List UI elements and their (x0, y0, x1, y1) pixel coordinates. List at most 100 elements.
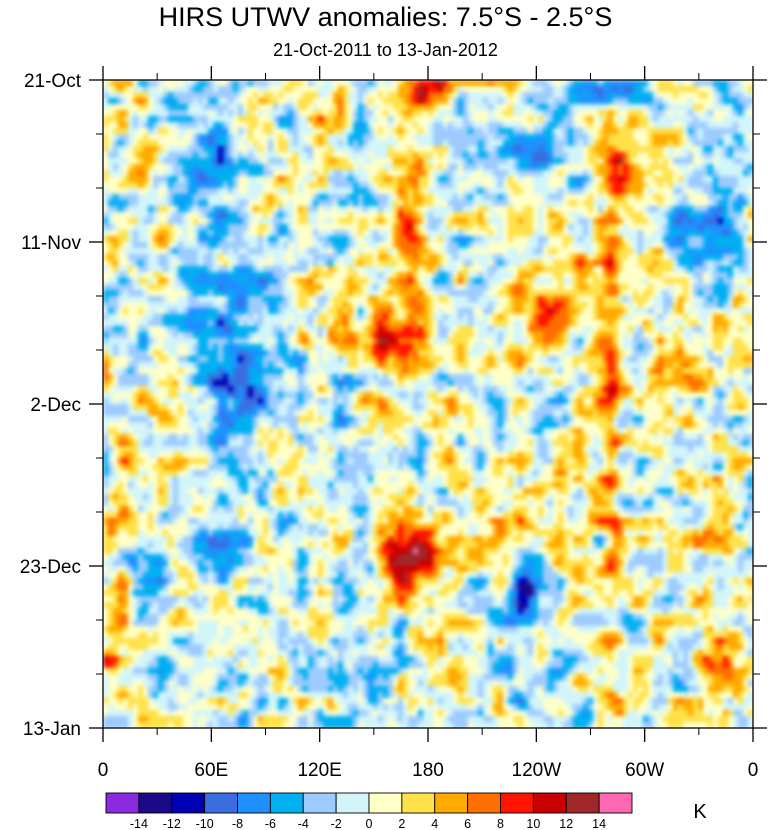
heatmap-cell (643, 152, 649, 159)
heatmap-cell (478, 134, 484, 141)
heatmap-cell (178, 158, 184, 165)
heatmap-cell (643, 170, 649, 177)
heatmap-cell (733, 128, 739, 135)
heatmap-cell (408, 188, 414, 195)
heatmap-cell (218, 146, 224, 153)
heatmap-cell (673, 134, 679, 141)
heatmap-cell (708, 170, 714, 177)
heatmap-cell (183, 206, 189, 213)
heatmap-cell (218, 212, 224, 219)
heatmap-cell (473, 248, 479, 255)
heatmap-cell (723, 140, 729, 147)
heatmap-cell (653, 224, 659, 231)
heatmap-cell (348, 224, 354, 231)
heatmap-cell (488, 182, 494, 189)
heatmap-cell (118, 110, 124, 117)
heatmap-cell (453, 266, 459, 273)
heatmap-cell (688, 194, 694, 201)
heatmap-cell (288, 266, 294, 273)
heatmap-cell (583, 188, 589, 195)
heatmap-cell (183, 194, 189, 201)
heatmap-cell (163, 164, 169, 171)
heatmap-cell (178, 110, 184, 117)
heatmap-cell (158, 182, 164, 189)
heatmap-cell (628, 200, 634, 207)
heatmap-cell (688, 218, 694, 225)
heatmap-cell (458, 194, 464, 201)
heatmap-cell (453, 236, 459, 243)
heatmap-cell (228, 98, 234, 105)
heatmap-cell (153, 188, 159, 195)
heatmap-cell (238, 110, 244, 117)
heatmap-cell (703, 254, 709, 261)
heatmap-cell (313, 254, 319, 261)
heatmap-cell (488, 266, 494, 273)
heatmap-cell (148, 170, 154, 177)
heatmap-cell (528, 212, 534, 219)
heatmap-cell (593, 230, 599, 237)
heatmap-cell (368, 140, 374, 147)
heatmap-cell (678, 302, 684, 309)
heatmap-cell (168, 128, 174, 135)
heatmap-cell (118, 296, 124, 303)
heatmap-cell (238, 164, 244, 171)
heatmap-cell (273, 116, 279, 123)
heatmap-cell (588, 290, 594, 297)
heatmap-cell (723, 212, 729, 219)
heatmap-cell (293, 266, 299, 273)
heatmap-cell (538, 272, 544, 279)
heatmap-cell (428, 140, 434, 147)
heatmap-cell (533, 266, 539, 273)
heatmap-cell (438, 236, 444, 243)
heatmap-cell (473, 188, 479, 195)
heatmap-cell (318, 158, 324, 165)
heatmap-cell (103, 242, 109, 249)
heatmap-cell (348, 230, 354, 237)
heatmap-cell (493, 278, 499, 285)
heatmap-cell (468, 158, 474, 165)
heatmap-cell (568, 116, 574, 123)
heatmap-cell (743, 194, 749, 201)
heatmap-cell (728, 164, 734, 171)
heatmap-cell (203, 290, 209, 297)
heatmap-cell (543, 200, 549, 207)
heatmap-cell (348, 128, 354, 135)
heatmap-cell (708, 188, 714, 195)
heatmap-cell (263, 242, 269, 249)
heatmap-cell (368, 218, 374, 225)
heatmap-cell (453, 110, 459, 117)
heatmap-cell (443, 218, 449, 225)
heatmap-cell (488, 116, 494, 123)
heatmap-cell (208, 80, 214, 87)
heatmap-cell (723, 188, 729, 195)
heatmap-cell (348, 254, 354, 261)
heatmap-cell (178, 194, 184, 201)
heatmap-cell (663, 212, 669, 219)
heatmap-cell (238, 206, 244, 213)
heatmap-cell (143, 122, 149, 129)
heatmap-cell (453, 218, 459, 225)
heatmap-cell (533, 164, 539, 171)
heatmap-cell (273, 308, 279, 315)
heatmap-cell (688, 272, 694, 279)
heatmap-cell (283, 230, 289, 237)
heatmap-cell (458, 272, 464, 279)
heatmap-cell (403, 224, 409, 231)
heatmap-cell (268, 242, 274, 249)
heatmap-cell (343, 206, 349, 213)
heatmap-cell (393, 128, 399, 135)
heatmap-cell (613, 248, 619, 255)
heatmap-cell (708, 182, 714, 189)
heatmap-cell (423, 86, 429, 93)
heatmap-cell (513, 146, 519, 153)
heatmap-cell (663, 230, 669, 237)
heatmap-cell (493, 266, 499, 273)
heatmap-cell (733, 158, 739, 165)
heatmap-cell (433, 176, 439, 183)
heatmap-cell (248, 200, 254, 207)
heatmap-cell (518, 272, 524, 279)
heatmap-cell (603, 248, 609, 255)
heatmap-cell (268, 248, 274, 255)
heatmap-cell (288, 170, 294, 177)
heatmap-cell (318, 200, 324, 207)
